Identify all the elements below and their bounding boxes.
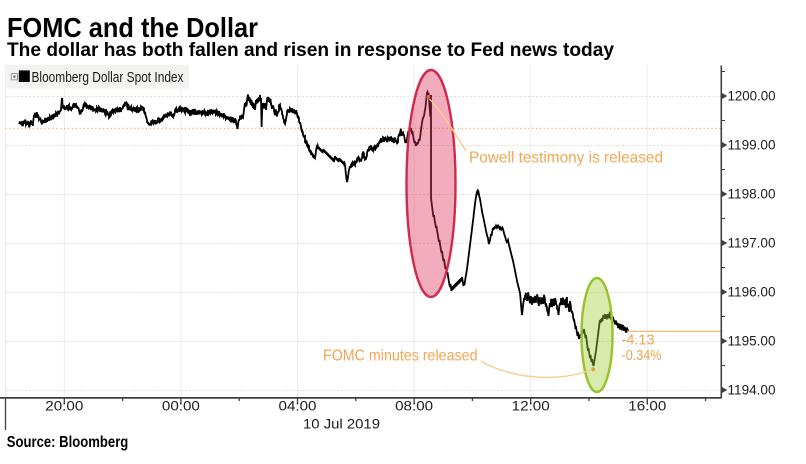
svg-text:1199.00: 1199.00 bbox=[728, 138, 776, 154]
svg-text:Bloomberg Dollar Spot Index: Bloomberg Dollar Spot Index bbox=[32, 69, 184, 86]
svg-text:04:00: 04:00 bbox=[279, 398, 317, 414]
svg-text:16:00: 16:00 bbox=[628, 398, 666, 414]
svg-text:-0.34%: -0.34% bbox=[622, 348, 662, 364]
svg-text:10 Jul 2019: 10 Jul 2019 bbox=[303, 416, 380, 432]
svg-text:1200.00: 1200.00 bbox=[728, 89, 776, 105]
svg-text:1196.00: 1196.00 bbox=[728, 285, 776, 301]
svg-text:1197.00: 1197.00 bbox=[728, 236, 776, 252]
svg-text:Source: Bloomberg: Source: Bloomberg bbox=[7, 434, 129, 451]
svg-text:FOMC minutes released: FOMC minutes released bbox=[323, 348, 478, 365]
svg-text:1195.00: 1195.00 bbox=[728, 334, 776, 350]
svg-text:20:00: 20:00 bbox=[45, 398, 83, 414]
svg-text:1198.00: 1198.00 bbox=[728, 187, 776, 203]
svg-text:1194.00: 1194.00 bbox=[728, 383, 776, 399]
svg-text:The dollar has both fallen and: The dollar has both fallen and risen in … bbox=[7, 40, 614, 61]
svg-text:Powell testimony is released: Powell testimony is released bbox=[469, 150, 663, 167]
svg-text:-4.13: -4.13 bbox=[622, 333, 655, 349]
svg-text:00:00: 00:00 bbox=[162, 398, 200, 414]
svg-text:FOMC and the Dollar: FOMC and the Dollar bbox=[7, 12, 258, 43]
svg-text:08:00: 08:00 bbox=[395, 398, 433, 414]
svg-text:12:00: 12:00 bbox=[512, 398, 550, 414]
